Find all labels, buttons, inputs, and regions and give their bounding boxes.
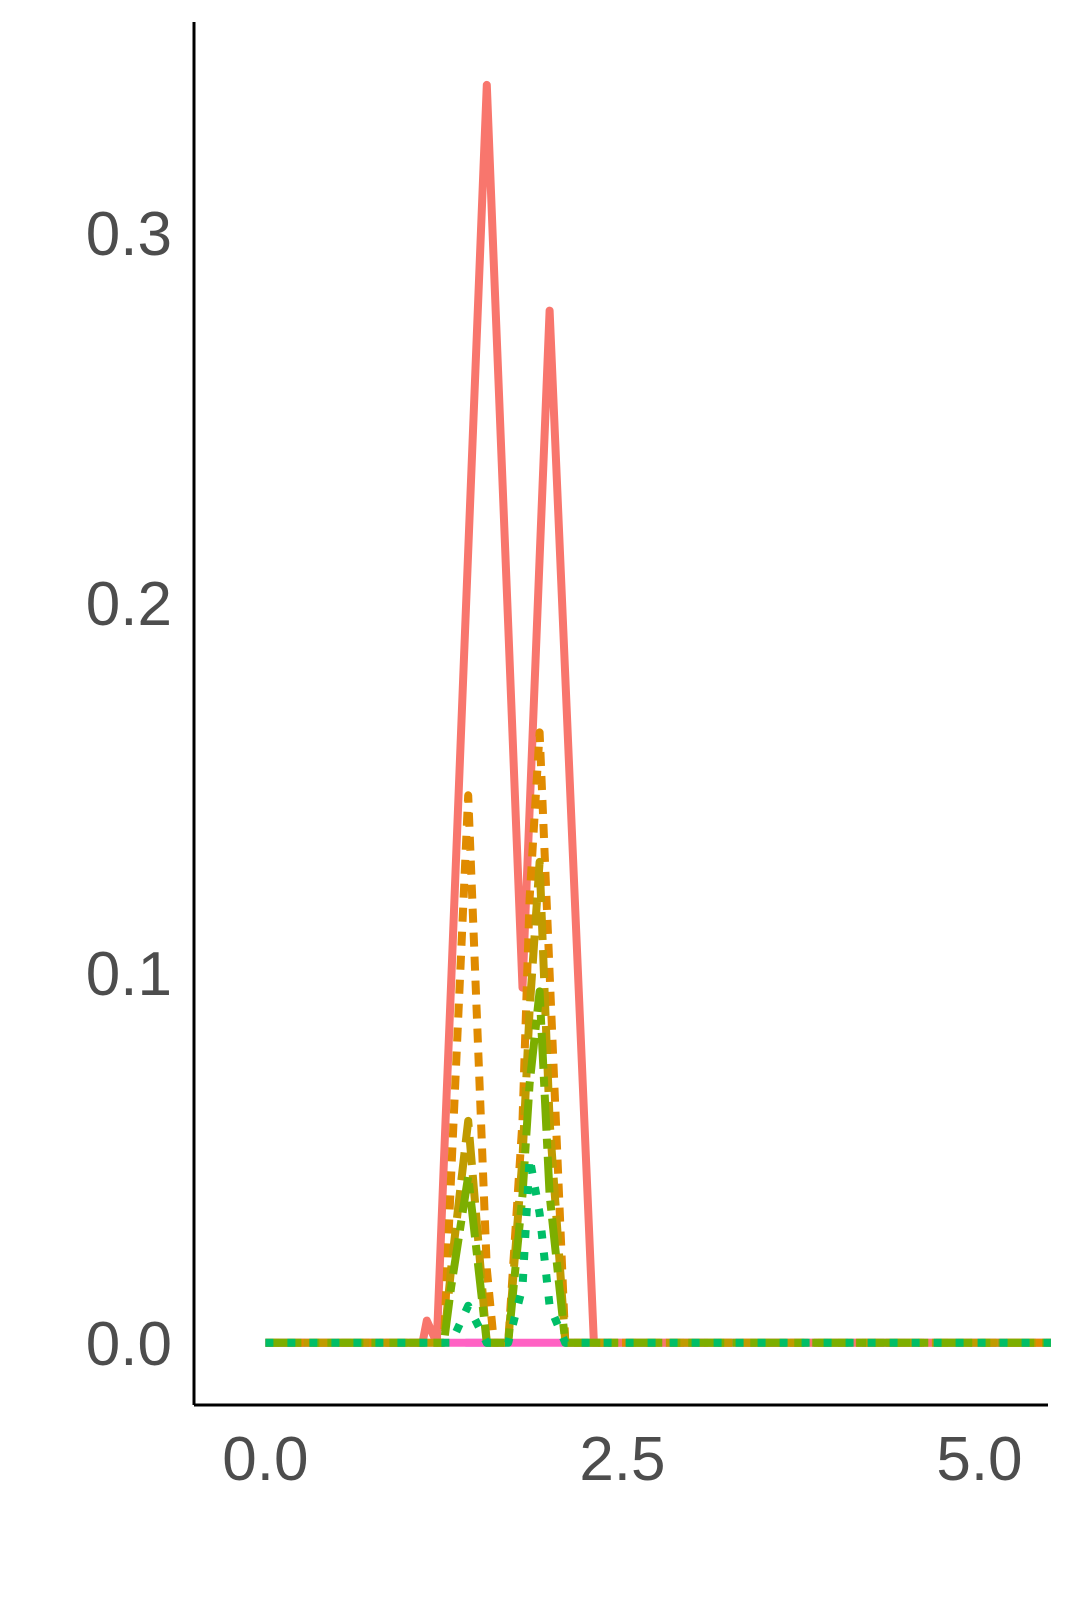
x-tick-label: 5.0 bbox=[936, 1425, 1022, 1494]
y-tick-label: 0.1 bbox=[86, 940, 172, 1009]
x-tick-label: 0.0 bbox=[222, 1425, 308, 1494]
x-tick-label: 2.5 bbox=[579, 1425, 665, 1494]
series-line bbox=[265, 1153, 1051, 1347]
y-tick-label: 0.2 bbox=[86, 570, 172, 639]
series-line bbox=[265, 728, 1051, 1347]
series-line bbox=[265, 857, 1051, 1347]
y-tick-label: 0.3 bbox=[86, 200, 172, 269]
series-line bbox=[265, 80, 1051, 1347]
series-line bbox=[265, 987, 1051, 1347]
y-tick-label: 0.0 bbox=[86, 1310, 172, 1379]
